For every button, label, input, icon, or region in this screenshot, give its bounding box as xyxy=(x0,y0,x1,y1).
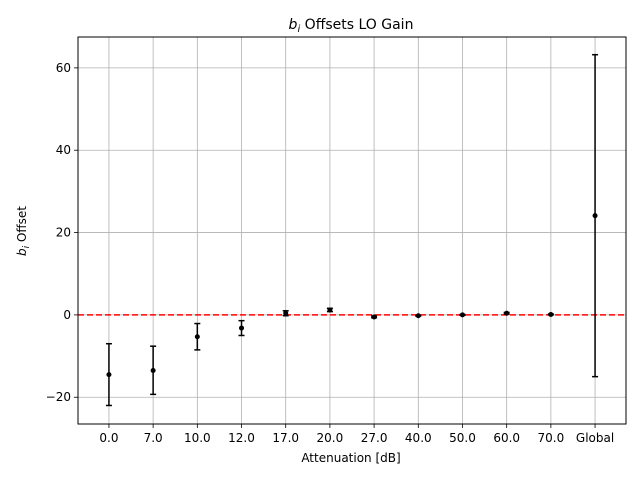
data-point xyxy=(548,311,554,317)
x-tick-label: 12.0 xyxy=(228,431,255,445)
x-axis-ticks: 0.0 7.0 10.0 12.0 17.0 20.0 27.0 40.0 50.0 60.0 70… xyxy=(99,424,614,445)
y-tick-label: 20 xyxy=(56,226,71,240)
data-point xyxy=(459,312,465,318)
y-axis-title-math: b xyxy=(15,248,29,256)
x-tick-label: 40.0 xyxy=(405,431,432,445)
data-point xyxy=(327,307,333,313)
y-tick-label: −20 xyxy=(46,390,71,404)
x-tick-label: 10.0 xyxy=(184,431,211,445)
y-axis-ticks: −20 0 20 40 60 xyxy=(46,61,78,404)
y-axis-title-sub: i xyxy=(22,245,32,248)
data-point xyxy=(150,367,156,373)
x-tick-label: Global xyxy=(576,431,614,445)
x-tick-label: 7.0 xyxy=(144,431,163,445)
data-point xyxy=(504,310,510,316)
x-tick-label: 17.0 xyxy=(272,431,299,445)
x-tick-label: 27.0 xyxy=(361,431,388,445)
data-point xyxy=(106,372,112,378)
x-tick-label: 60.0 xyxy=(493,431,520,445)
y-tick-label: 0 xyxy=(63,308,71,322)
x-tick-label: 0.0 xyxy=(99,431,118,445)
data-point xyxy=(283,310,289,316)
data-point xyxy=(239,325,245,331)
chart-title-math: b xyxy=(289,17,298,33)
y-tick-label: 40 xyxy=(56,143,71,157)
x-tick-label: 70.0 xyxy=(538,431,565,445)
data-point xyxy=(371,314,377,320)
chart-title-rest: Offsets LO Gain xyxy=(300,17,413,33)
y-axis-title: bi Offset xyxy=(15,206,32,256)
chart-title-sub: i xyxy=(297,24,300,35)
y-tick-label: 60 xyxy=(56,61,71,75)
plot-area-frame xyxy=(77,36,627,425)
x-tick-label: 50.0 xyxy=(449,431,476,445)
data-point xyxy=(592,213,598,219)
data-point xyxy=(415,313,421,319)
data-point xyxy=(194,334,200,340)
x-tick-label: 20.0 xyxy=(317,431,344,445)
x-axis-title: Attenuation [dB] xyxy=(301,451,400,465)
y-axis-title-rest: Offset xyxy=(15,206,29,246)
data-points xyxy=(106,213,598,378)
chart-title: bi Offsets LO Gain xyxy=(289,17,414,35)
